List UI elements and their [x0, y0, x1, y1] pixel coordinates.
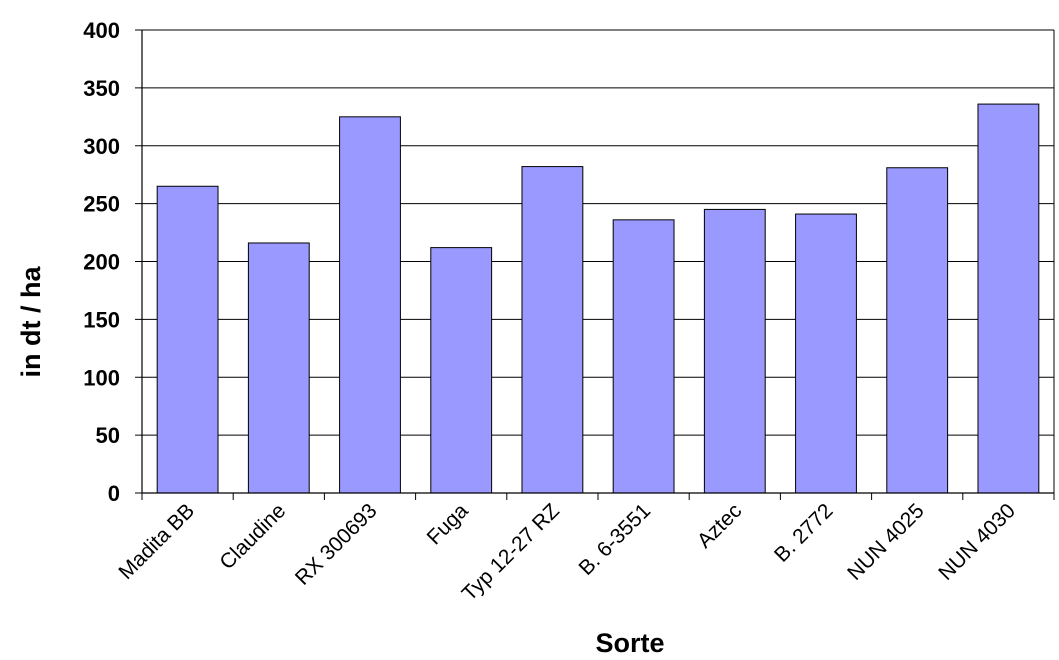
- bar: [156, 185, 219, 494]
- x-category-label: B. 2772: [770, 499, 837, 566]
- bar: [247, 242, 310, 494]
- y-tick-labels: 0 50 100 150 200 250 300 350 400: [83, 18, 120, 506]
- x-category-label: RX 300693: [291, 499, 382, 590]
- x-category-label: Fuga: [423, 499, 473, 549]
- x-category-label: NUN 4030: [934, 499, 1020, 585]
- bar: [339, 116, 401, 494]
- x-category-label: NUN 4025: [843, 499, 929, 585]
- x-category-label: Madita BB: [114, 499, 199, 584]
- x-category-label: Aztec: [693, 499, 746, 552]
- y-tick-label: 300: [83, 134, 120, 159]
- x-category-label: Typ 12-27 RZ: [458, 499, 564, 605]
- y-tick-label: 200: [83, 250, 120, 275]
- y-tick-label: 150: [83, 307, 120, 332]
- y-tick-label: 0: [108, 481, 120, 506]
- x-axis-title: Sorte: [595, 628, 664, 658]
- y-tick-label: 50: [96, 423, 120, 448]
- y-tick-label: 350: [83, 76, 120, 101]
- bar: [886, 167, 949, 494]
- bar: [703, 208, 766, 494]
- bar: [795, 213, 857, 494]
- bar: [612, 219, 675, 494]
- bars: [156, 103, 1040, 494]
- y-tick-label: 400: [83, 18, 120, 43]
- y-axis-title: in dt / ha: [16, 266, 46, 378]
- x-category-label: Claudine: [215, 499, 290, 574]
- x-category-label: B. 6-3551: [574, 499, 655, 580]
- bar: [430, 247, 493, 494]
- bar: [977, 103, 1040, 494]
- y-tick-label: 100: [83, 365, 120, 390]
- y-tick-label: 250: [83, 192, 120, 217]
- bar: [521, 166, 584, 494]
- axes: [135, 29, 1055, 500]
